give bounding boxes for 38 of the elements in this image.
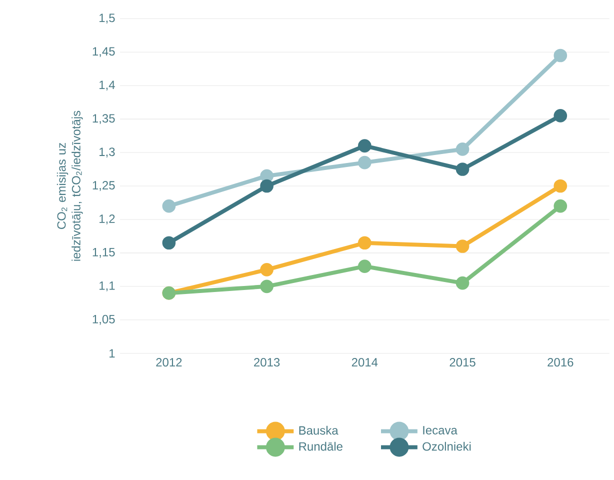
point [456, 162, 470, 176]
point [358, 260, 372, 273]
y-tick-label: 1,05 [92, 314, 115, 325]
point [358, 139, 372, 153]
x-tick-label: 2014 [352, 358, 378, 367]
y-tick-label: 1,2 [100, 214, 115, 224]
x-tick-label: 2013 [254, 358, 280, 367]
point [456, 276, 470, 290]
legend-label: Iecava [423, 426, 458, 434]
y-tick-label: 1,3 [100, 148, 115, 158]
point [260, 179, 274, 193]
y-tick-label: 1,15 [92, 248, 115, 258]
point [456, 142, 470, 156]
y-tick-label: 1,5 [100, 14, 115, 24]
point [554, 109, 568, 122]
x-tick-label: 2016 [548, 358, 574, 367]
point [456, 240, 470, 253]
y-tick-label: 1,35 [92, 114, 115, 124]
legend-label: Rundāle [299, 442, 342, 451]
point [554, 48, 568, 62]
legend-label: Ozolnieki [422, 442, 471, 451]
point [260, 169, 274, 183]
point [260, 263, 274, 276]
point [162, 236, 176, 250]
point [554, 199, 568, 213]
point [554, 179, 568, 193]
y-tick-label: 1,25 [92, 181, 115, 191]
y-tick-label: 1,1 [100, 282, 115, 292]
y-tick-label: 1 [110, 349, 115, 358]
point [162, 199, 176, 213]
y-tick-label: 1,4 [100, 80, 115, 90]
point [358, 236, 372, 250]
point [260, 280, 274, 294]
x-tick-label: 2015 [450, 358, 476, 367]
y-tick-label: 1,45 [92, 47, 115, 58]
point [358, 156, 372, 170]
legend-label: Bauska [299, 426, 338, 435]
x-tick-label: 2012 [156, 358, 182, 367]
